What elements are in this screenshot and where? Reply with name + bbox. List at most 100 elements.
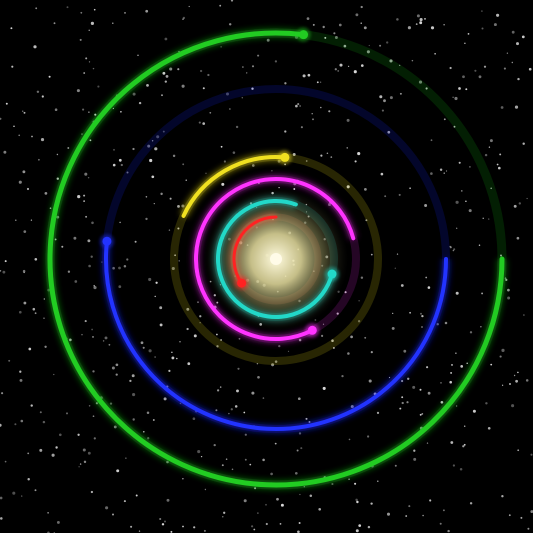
star — [320, 106, 322, 109]
star — [23, 111, 26, 114]
star — [370, 351, 373, 354]
star — [104, 336, 108, 340]
star — [23, 230, 27, 233]
star — [53, 373, 55, 376]
star — [92, 336, 94, 338]
star — [149, 158, 153, 163]
star — [483, 65, 487, 68]
star — [419, 413, 422, 416]
star — [242, 66, 244, 68]
star — [205, 172, 207, 175]
star — [334, 36, 338, 39]
star — [174, 254, 176, 257]
star — [439, 168, 443, 171]
star — [43, 317, 45, 319]
star — [83, 72, 86, 74]
star — [123, 264, 127, 268]
star — [251, 87, 254, 90]
star — [430, 172, 433, 175]
star — [357, 152, 361, 156]
star — [299, 105, 301, 107]
star — [1, 392, 4, 395]
star — [347, 352, 350, 355]
star — [219, 4, 222, 7]
star — [391, 326, 395, 330]
star — [499, 153, 502, 156]
star — [220, 145, 223, 148]
star — [467, 33, 470, 35]
star — [407, 377, 410, 380]
star — [193, 334, 197, 338]
star — [398, 193, 401, 196]
star — [163, 397, 167, 401]
star — [11, 65, 14, 68]
star — [401, 401, 404, 405]
star — [454, 96, 458, 101]
yellow-trail — [181, 155, 287, 218]
star — [10, 27, 13, 30]
star — [452, 464, 456, 467]
star — [396, 18, 399, 21]
star — [231, 468, 234, 471]
star — [89, 139, 92, 142]
star — [360, 64, 364, 67]
star — [12, 491, 16, 495]
star — [23, 301, 27, 305]
star — [162, 130, 165, 133]
star — [346, 147, 348, 149]
star — [237, 367, 240, 370]
star — [216, 389, 220, 392]
star — [517, 371, 519, 374]
star — [251, 65, 255, 68]
star — [306, 17, 310, 20]
star — [119, 221, 121, 224]
star — [334, 68, 337, 71]
star — [256, 362, 259, 365]
star — [253, 528, 256, 531]
star — [455, 291, 459, 295]
star — [42, 420, 46, 424]
star — [455, 352, 457, 354]
star — [138, 101, 142, 105]
star — [172, 154, 176, 158]
star — [320, 154, 323, 157]
star — [465, 200, 467, 202]
star — [501, 495, 504, 498]
star — [353, 70, 357, 74]
star — [271, 363, 275, 367]
star — [19, 378, 23, 382]
red-trail — [232, 215, 278, 285]
star — [222, 516, 224, 518]
star — [394, 267, 396, 269]
star — [161, 94, 163, 97]
star — [354, 160, 357, 163]
star — [199, 69, 203, 73]
star — [355, 13, 359, 17]
star — [153, 202, 155, 205]
star — [326, 152, 329, 155]
star — [120, 110, 122, 113]
star — [39, 448, 43, 452]
star — [22, 170, 26, 174]
star — [424, 18, 426, 20]
star — [120, 163, 123, 167]
star — [154, 356, 156, 358]
star — [137, 54, 139, 57]
star — [146, 411, 150, 414]
star — [32, 307, 36, 311]
star — [485, 402, 488, 405]
star — [257, 54, 260, 57]
star — [154, 147, 158, 151]
star — [511, 61, 514, 64]
star — [148, 277, 152, 282]
star — [83, 200, 85, 202]
star — [182, 16, 186, 20]
star — [440, 382, 442, 384]
star — [427, 286, 431, 289]
star — [309, 494, 313, 498]
star — [332, 346, 335, 349]
star — [322, 25, 325, 29]
star — [74, 280, 78, 283]
star — [284, 130, 287, 133]
star — [243, 411, 246, 414]
